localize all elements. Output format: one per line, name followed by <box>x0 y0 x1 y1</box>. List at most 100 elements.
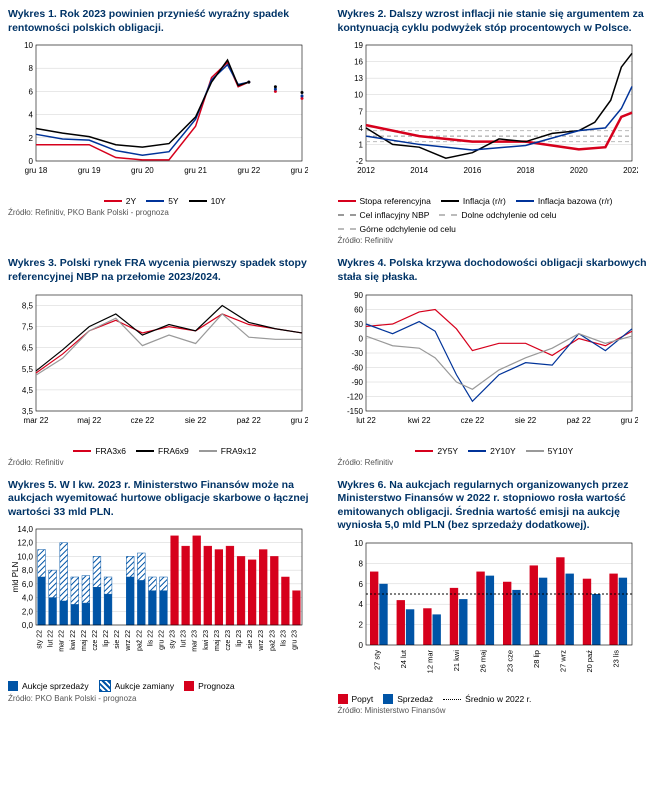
legend-swatch <box>516 200 534 202</box>
svg-text:sie 23: sie 23 <box>247 630 254 649</box>
svg-text:sty 22: sty 22 <box>37 630 44 649</box>
svg-text:wrz 23: wrz 23 <box>258 630 265 652</box>
legend-swatch <box>338 694 348 704</box>
chart-legend: 2Y5Y2Y10Y5Y10Y <box>338 446 652 456</box>
legend-item: Sprzedaż <box>383 694 433 704</box>
chart-title: Wykres 2. Dalszy wzrost inflacji nie sta… <box>338 8 652 35</box>
legend-item: 2Y5Y <box>415 446 458 456</box>
svg-text:mar 23: mar 23 <box>192 630 199 652</box>
svg-text:7,5: 7,5 <box>22 322 34 331</box>
svg-text:30: 30 <box>354 320 363 329</box>
svg-text:4,5: 4,5 <box>22 385 34 394</box>
svg-text:-90: -90 <box>351 378 363 387</box>
svg-text:2014: 2014 <box>410 166 428 175</box>
svg-text:8: 8 <box>29 64 34 73</box>
svg-text:6: 6 <box>29 88 34 97</box>
legend-label: 2Y10Y <box>490 446 516 456</box>
svg-text:-150: -150 <box>346 407 363 416</box>
svg-text:mar 22: mar 22 <box>59 630 66 652</box>
svg-text:mld PLN: mld PLN <box>11 562 20 593</box>
svg-text:10: 10 <box>354 91 363 100</box>
legend-swatch <box>104 200 122 202</box>
chart-3: Wykres 3. Polski rynek FRA wycenia pierw… <box>8 257 322 466</box>
svg-text:kwi 22: kwi 22 <box>70 630 77 650</box>
legend-label: Prognoza <box>198 681 234 691</box>
legend-swatch <box>99 680 111 692</box>
svg-text:8,5: 8,5 <box>22 301 34 310</box>
svg-text:paź 22: paź 22 <box>237 416 262 425</box>
svg-text:lut 23: lut 23 <box>181 630 188 647</box>
svg-text:cze 23: cze 23 <box>225 630 232 651</box>
svg-text:60: 60 <box>354 305 363 314</box>
svg-text:kwi 22: kwi 22 <box>407 416 430 425</box>
chart-plot: -214710131619201220142016201820202022 <box>338 39 652 194</box>
chart-6: Wykres 6. Na aukcjach regularnych organi… <box>338 479 652 716</box>
legend-swatch <box>526 450 544 452</box>
legend-swatch <box>338 228 356 230</box>
svg-text:-30: -30 <box>351 349 363 358</box>
svg-text:10: 10 <box>24 41 33 50</box>
legend-swatch <box>443 699 461 700</box>
svg-text:2: 2 <box>29 134 34 143</box>
chart-legend: Popyt Sprzedaż Średnio w 2022 r. <box>338 694 652 704</box>
svg-text:paź 22: paź 22 <box>136 630 143 651</box>
legend-label: Popyt <box>352 694 374 704</box>
legend-swatch <box>8 681 18 691</box>
svg-text:0,0: 0,0 <box>22 621 34 630</box>
svg-text:4: 4 <box>358 124 363 133</box>
legend-label: Inflacja bazowa (r/r) <box>538 196 613 206</box>
legend-swatch <box>439 214 457 216</box>
svg-text:gru 23: gru 23 <box>291 166 308 175</box>
svg-text:23 cze: 23 cze <box>505 650 514 672</box>
chart-plot: 0,02,04,06,08,010,012,014,0sty 22lut 22m… <box>8 523 322 678</box>
svg-text:5,5: 5,5 <box>22 364 34 373</box>
legend-item: Aukcje zamiany <box>99 680 175 692</box>
chart-title: Wykres 3. Polski rynek FRA wycenia pierw… <box>8 257 322 284</box>
svg-text:gru 19: gru 19 <box>78 166 101 175</box>
svg-text:sie 22: sie 22 <box>114 630 121 649</box>
chart-plot: -150-120-90-60-300306090lut 22kwi 22cze … <box>338 289 652 444</box>
chart-4: Wykres 4. Polska krzywa dochodowości obl… <box>338 257 652 466</box>
legend-item: Dolne odchylenie od celu <box>439 210 556 220</box>
svg-text:gru 21: gru 21 <box>184 166 207 175</box>
svg-text:12 mar: 12 mar <box>425 650 434 674</box>
svg-text:gru 22: gru 22 <box>620 416 637 425</box>
svg-text:gru 23: gru 23 <box>291 630 298 650</box>
legend-label: Inflacja (r/r) <box>463 196 506 206</box>
legend-label: Dolne odchylenie od celu <box>461 210 556 220</box>
legend-item: Aukcje sprzedaży <box>8 680 89 692</box>
svg-text:maj 22: maj 22 <box>81 630 88 651</box>
svg-text:gru 20: gru 20 <box>131 166 154 175</box>
svg-text:6,0: 6,0 <box>22 580 34 589</box>
svg-text:maj 22: maj 22 <box>77 416 102 425</box>
svg-text:0: 0 <box>29 157 34 166</box>
svg-text:24 lut: 24 lut <box>398 649 407 668</box>
legend-item: Średnio w 2022 r. <box>443 694 531 704</box>
legend-label: Aukcje sprzedaży <box>22 681 89 691</box>
svg-text:6,5: 6,5 <box>22 343 34 352</box>
svg-text:12,0: 12,0 <box>17 539 33 548</box>
chart-legend: Stopa referencyjna Inflacja (r/r) Inflacja… <box>338 196 652 234</box>
legend-item: FRA6x9 <box>136 446 189 456</box>
svg-text:cze 22: cze 22 <box>460 416 484 425</box>
legend-label: FRA9x12 <box>221 446 256 456</box>
legend-label: FRA3x6 <box>95 446 126 456</box>
svg-text:2020: 2020 <box>569 166 587 175</box>
chart-source: Źródło: Refinitiv <box>338 236 652 245</box>
svg-text:-2: -2 <box>355 157 363 166</box>
legend-item: 10Y <box>189 196 226 206</box>
svg-text:lut 22: lut 22 <box>48 630 55 647</box>
legend-item: Prognoza <box>184 680 234 692</box>
svg-text:sie 22: sie 22 <box>514 416 536 425</box>
svg-text:90: 90 <box>354 291 363 300</box>
svg-text:lis 22: lis 22 <box>147 630 154 646</box>
svg-text:4,0: 4,0 <box>22 594 34 603</box>
chart-source: Źródło: PKO Bank Polski - prognoza <box>8 694 322 703</box>
svg-text:2022: 2022 <box>623 166 638 175</box>
legend-label: Stopa referencyjna <box>360 196 431 206</box>
chart-5: Wykres 5. W I kw. 2023 r. Ministerstwo F… <box>8 479 322 716</box>
chart-2: Wykres 2. Dalszy wzrost inflacji nie sta… <box>338 8 652 245</box>
svg-text:wrz 22: wrz 22 <box>125 630 132 652</box>
svg-text:1: 1 <box>358 141 363 150</box>
svg-text:-60: -60 <box>351 363 363 372</box>
